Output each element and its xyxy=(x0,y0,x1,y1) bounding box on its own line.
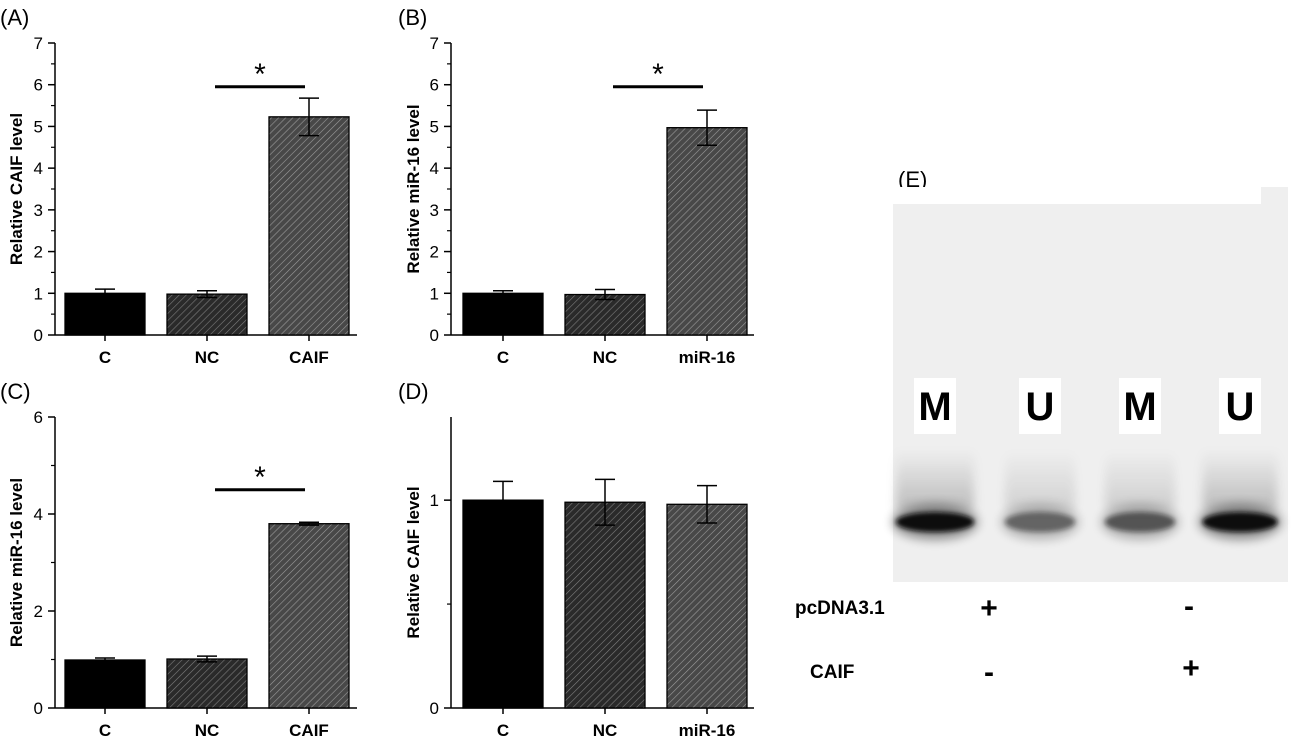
x-tick-label: C xyxy=(497,348,509,367)
y-tick-label: 4 xyxy=(34,159,43,178)
row-label-caif: CAIF xyxy=(810,662,854,683)
y-tick-label: 4 xyxy=(34,505,43,524)
gel-band-u xyxy=(1202,512,1278,532)
significance-star: * xyxy=(254,461,266,494)
bar-nc xyxy=(564,293,646,336)
gel-band-m xyxy=(896,512,974,532)
panel-a: (A) 0 1 2 3 4 5 6 7 Relative CAIF level C NC CAIF * xyxy=(0,5,357,367)
bar-c xyxy=(64,292,146,336)
bar-nc xyxy=(166,658,248,709)
y-tick-label: 5 xyxy=(34,117,43,136)
lane-label-box xyxy=(914,378,956,434)
x-tick-label: NC xyxy=(195,721,220,736)
y-tick-label: 0 xyxy=(34,699,43,718)
row-label-pcdna: pcDNA3.1 xyxy=(795,598,885,619)
y-tick-label: 2 xyxy=(430,243,439,262)
lane-label-u: U xyxy=(1026,385,1055,429)
bar-c xyxy=(64,659,146,709)
y-tick-label: 0 xyxy=(34,326,43,345)
y-tick-label: 5 xyxy=(430,117,439,136)
significance-star: * xyxy=(652,58,664,91)
y-tick-label: 1 xyxy=(430,284,439,303)
panel-letter: (C) xyxy=(0,379,31,404)
gel-bands xyxy=(892,450,1282,540)
gel-band-u xyxy=(1005,512,1075,532)
bar-nc xyxy=(564,501,646,709)
y-tick-label: 2 xyxy=(34,243,43,262)
x-tick-label: C xyxy=(99,348,111,367)
y-tick-label: 6 xyxy=(34,408,43,427)
x-tick-label: CAIF xyxy=(289,348,329,367)
lane-label-u: U xyxy=(1226,385,1255,429)
gel-band-m xyxy=(1105,512,1175,532)
bar-c xyxy=(462,499,544,709)
y-tick-label: 6 xyxy=(430,76,439,95)
y-tick-label: 6 xyxy=(34,76,43,95)
bar-c xyxy=(462,292,544,336)
y-tick-label: 1 xyxy=(34,284,43,303)
lane-label-box xyxy=(1119,378,1161,434)
bar-caif xyxy=(268,523,350,709)
gel-smear xyxy=(1105,450,1175,510)
gel-smear xyxy=(1005,450,1075,510)
bar-nc xyxy=(166,293,248,336)
bar-mir-16 xyxy=(666,503,748,709)
y-tick-label: 3 xyxy=(34,201,43,220)
y-tick-label: 2 xyxy=(34,602,43,621)
sign-caif-lane1: - xyxy=(984,656,994,689)
panel-b: (B) 0 1 2 3 4 5 6 7 Relative miR-16 level C NC miR-1… xyxy=(398,5,754,367)
y-tick-label: 0 xyxy=(430,699,439,718)
y-tick-label: 0 xyxy=(430,326,439,345)
gel-smear xyxy=(1202,450,1278,510)
lane-label-box xyxy=(1019,378,1061,434)
panel-letter: (B) xyxy=(398,5,427,30)
sign-caif-lane2: + xyxy=(1182,652,1200,685)
bar-mir-16 xyxy=(666,127,748,336)
y-tick-label: 1 xyxy=(430,491,439,510)
x-tick-label: C xyxy=(99,721,111,736)
x-tick-label: NC xyxy=(593,721,618,736)
significance-star: * xyxy=(254,58,266,91)
lane-label-box xyxy=(1219,378,1261,434)
x-tick-label: C xyxy=(497,721,509,736)
panel-letter: (D) xyxy=(398,379,429,404)
y-axis-label: Relative miR-16 level xyxy=(7,478,26,647)
x-tick-label: miR-16 xyxy=(679,348,736,367)
y-axis-label: Relative CAIF level xyxy=(7,113,26,265)
lane-label-m: M xyxy=(918,385,951,429)
panel-letter: (A) xyxy=(0,5,29,30)
gel-smear xyxy=(896,450,974,510)
x-tick-label: CAIF xyxy=(289,721,329,736)
x-tick-label: NC xyxy=(195,348,220,367)
y-tick-label: 7 xyxy=(430,34,439,53)
y-axis-label: Relative miR-16 level xyxy=(404,104,423,273)
bar-caif xyxy=(268,116,350,336)
y-tick-label: 4 xyxy=(430,159,439,178)
x-tick-label: miR-16 xyxy=(679,721,736,736)
lane-label-m: M xyxy=(1123,385,1156,429)
sign-pcdna-lane1: + xyxy=(980,592,998,625)
sign-pcdna-lane2: - xyxy=(1184,590,1194,623)
y-tick-label: 3 xyxy=(430,201,439,220)
gel-top-strip xyxy=(893,187,1261,204)
y-tick-label: 7 xyxy=(34,34,43,53)
y-axis-label: Relative CAIF level xyxy=(404,486,423,638)
x-tick-label: NC xyxy=(593,348,618,367)
panel-c: (C) 0 2 4 6 Relative miR-16 level C NC CAIF * xyxy=(0,379,357,740)
panel-d: (D) 0 1 Relative CAIF level C NC miR-16 xyxy=(398,379,754,740)
